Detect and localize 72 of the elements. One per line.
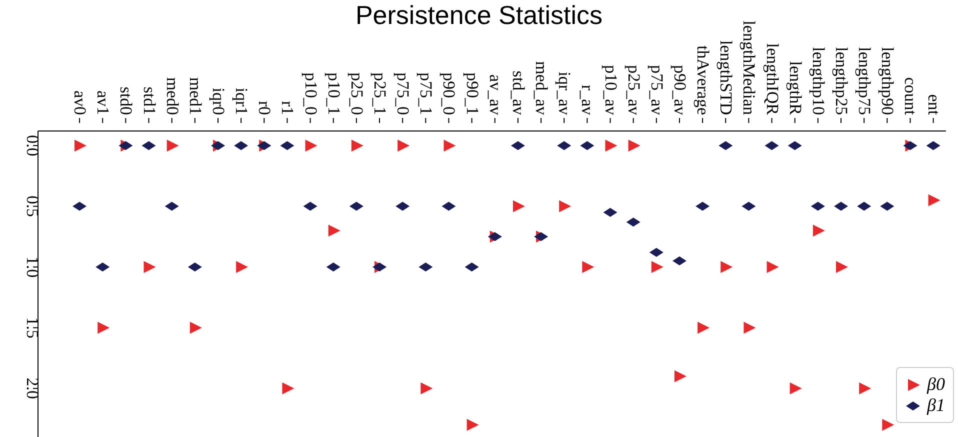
point — [420, 382, 433, 394]
x-tick-label: p25_0 — [347, 72, 366, 115]
x-tick-label: av0 — [70, 90, 90, 115]
x-tick-label: std_av — [508, 70, 528, 116]
x-tick-label: p90_0 — [440, 72, 459, 115]
x-tick-label: std0 — [116, 86, 136, 115]
point — [282, 382, 294, 394]
x-tick-label: thAverage — [694, 45, 713, 115]
point — [882, 418, 894, 431]
point — [766, 261, 779, 273]
point — [190, 322, 202, 334]
x-tick-label: med1 — [186, 77, 205, 115]
x-tick-label: p75_0 — [394, 72, 413, 115]
legend-label: β1 — [927, 395, 945, 416]
x-tick-label: r1 — [278, 100, 298, 115]
point — [236, 261, 248, 273]
point — [444, 140, 456, 152]
point — [790, 382, 802, 394]
x-tick-label: lengthMedian — [740, 20, 759, 116]
point — [720, 261, 733, 273]
point — [836, 261, 848, 273]
x-tick-label: p75_av — [647, 64, 666, 116]
x-tick-label: p90_1 — [462, 72, 482, 115]
chart-title: Persistence Statistics — [355, 0, 603, 30]
x-tick-label: r_av — [578, 84, 598, 116]
point — [166, 140, 179, 152]
legend-label: β0 — [927, 374, 945, 395]
point — [928, 194, 940, 206]
x-tick-label: p25_av — [624, 64, 644, 116]
x-tick-label: lengthp90 — [878, 47, 898, 115]
point — [812, 224, 825, 237]
point — [398, 140, 410, 152]
point — [351, 140, 364, 152]
point — [466, 418, 479, 431]
x-tick-label: p75_1 — [416, 72, 436, 115]
x-tick-label: iqr0 — [208, 88, 228, 115]
point — [628, 140, 640, 152]
x-tick-label: iqr_av — [555, 72, 574, 116]
point — [651, 261, 664, 273]
x-tick-label: p10_0 — [301, 72, 320, 115]
x-tick-label: p25_1 — [370, 72, 390, 115]
point — [582, 261, 594, 273]
x-tick-label: lengthSTD — [716, 40, 736, 115]
x-tick-label: r0 — [255, 100, 274, 115]
x-tick-label: count — [901, 77, 920, 116]
x-tick-label: iqr1 — [232, 88, 252, 115]
x-tick-label: av_av — [486, 74, 505, 116]
point — [744, 322, 756, 334]
x-tick-label: lengthp10 — [808, 47, 828, 115]
point — [698, 322, 710, 334]
point — [859, 382, 872, 394]
point — [328, 224, 340, 237]
point — [605, 140, 618, 152]
point — [74, 140, 87, 152]
point — [98, 322, 110, 334]
x-tick-label: lengthIQR — [762, 43, 782, 116]
point — [559, 200, 572, 212]
point — [305, 140, 318, 152]
x-tick-label: lengthp25 — [832, 47, 852, 115]
x-tick-label: p10_av — [601, 64, 620, 116]
x-tick-label: ent — [924, 94, 944, 116]
x-tick-label: std1 — [140, 86, 159, 115]
x-tick-label: lengthp75 — [855, 47, 874, 115]
point — [674, 370, 686, 382]
x-tick-label: av1 — [94, 90, 113, 115]
x-tick-label: lengthR — [786, 61, 805, 116]
x-tick-label: p10_1 — [324, 72, 344, 115]
x-tick-label: p90_av — [670, 64, 690, 116]
x-tick-label: med0 — [162, 77, 182, 115]
x-tick-label: med_av — [532, 61, 552, 116]
point — [144, 261, 156, 273]
point — [512, 200, 525, 212]
